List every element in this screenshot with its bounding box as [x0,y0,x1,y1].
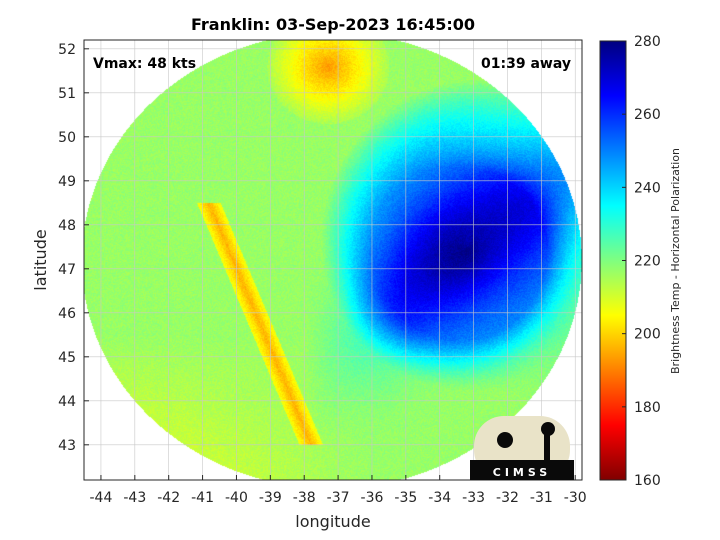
x-tick-label: -44 [90,490,113,506]
colorbar-ticks: 160 180 200 220 240 260 280 [622,34,661,489]
x-tick-label: -30 [564,490,587,506]
y-axis-ticks: 43 44 45 46 47 48 49 50 51 52 [58,42,89,454]
x-tick-label: -43 [123,490,146,506]
brightness-temp-field [84,40,582,480]
y-axis-label: latitude [31,229,50,290]
chart-title: Franklin: 03-Sep-2023 16:45:00 [191,15,475,34]
x-tick-label: -35 [394,490,417,506]
y-tick-label: 51 [58,86,76,102]
time-away-annotation: 01:39 away [481,56,571,72]
x-axis-ticks: -44 -43 -42 -41 -40 -39 -38 -37 -36 -35 -34 -33 -32-… [90,475,587,506]
colorbar: 160 180 200 220 240 260 280 Brightness Temp - … [599,34,682,489]
x-tick-label: -38 [293,490,316,506]
satellite-dish-icon [497,432,513,448]
x-tick-label: -42 [157,490,180,506]
grid-lines [84,40,582,480]
x-tick-label: -32 [496,490,519,506]
x-axis-label: longitude [295,512,370,531]
water-tower-icon [544,432,550,460]
y-tick-label: 52 [58,42,76,58]
logo-text: CIMSS [493,466,551,479]
colorbar-tick-label: 200 [634,327,661,343]
colorbar-gradient [599,40,627,481]
y-tick-label: 45 [58,350,76,366]
x-tick-label: -39 [259,490,282,506]
tower-tank-icon [541,422,555,436]
colorbar-label: Brightness Temp - Horizontal Polarizatio… [669,148,682,374]
x-tick-label: -40 [225,490,248,506]
axes-frame [83,39,583,481]
colorbar-tick-label: 280 [634,34,661,50]
y-tick-label: 49 [58,174,76,190]
x-tick-label: -41 [191,490,214,506]
cimss-logo: CIMSS [470,416,574,480]
x-tick-label: -36 [361,490,384,506]
y-tick-label: 44 [58,394,76,410]
y-tick-label: 48 [58,218,76,234]
colorbar-tick-label: 180 [634,400,661,416]
colorbar-tick-label: 260 [634,107,661,123]
y-tick-label: 50 [58,130,76,146]
x-tick-label: -37 [327,490,350,506]
x-tick-label: -33 [462,490,485,506]
logo-base-band [470,460,574,480]
vmax-annotation: Vmax: 48 kts [93,56,196,72]
colorbar-tick-label: 220 [634,254,661,270]
y-tick-label: 47 [58,262,76,278]
x-tick-label: -34 [428,490,451,506]
colorbar-tick-label: 240 [634,180,661,196]
y-tick-label: 46 [58,306,76,322]
heatmap-swath [84,40,582,480]
x-tick-label: -31 [530,490,553,506]
y-tick-label: 43 [58,438,76,454]
colorbar-tick-label: 160 [634,473,661,489]
